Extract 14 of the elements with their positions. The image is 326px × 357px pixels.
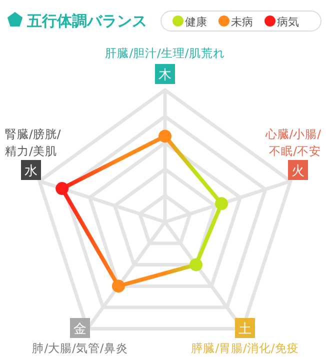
- text: 肝臓/胆汁/生理/肌荒れ: [105, 46, 225, 60]
- chart-title: 五行体調バランス: [26, 12, 147, 30]
- text: 未病: [231, 16, 253, 28]
- spoke-label: 火: [292, 164, 304, 179]
- text: 膵臓/胃腸/消化/免疫: [191, 341, 299, 355]
- text: 病気: [277, 16, 299, 28]
- text: 健康: [185, 16, 207, 28]
- spoke-label: 水: [24, 164, 38, 179]
- text: 心臓/小腸/ 不眠/不安: [264, 127, 322, 158]
- spoke-label: 土: [238, 322, 252, 337]
- spoke-label: 金: [74, 322, 86, 337]
- text: 肺/大腸/気管/鼻炎: [32, 341, 128, 355]
- spoke-label: 木: [158, 68, 172, 83]
- text: 腎臓/膀胱/ 精力/美肌: [5, 127, 61, 158]
